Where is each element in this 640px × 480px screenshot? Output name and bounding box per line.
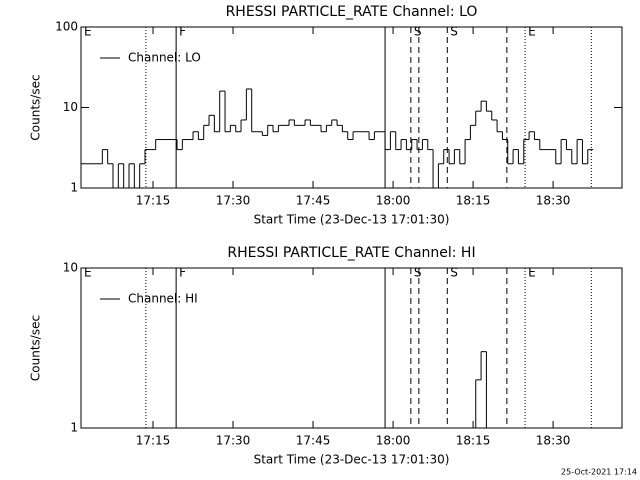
chart-title: RHESSI PARTICLE_RATE Channel: LO — [226, 4, 478, 20]
event-flag: F — [179, 25, 186, 39]
y-tick-label: 1 — [70, 181, 78, 195]
event-flag: E — [84, 266, 92, 280]
x-tick-label: 17:30 — [216, 194, 251, 208]
chart-title: RHESSI PARTICLE_RATE Channel: HI — [227, 245, 475, 261]
event-flag: E — [84, 25, 92, 39]
x-axis-label: Start Time (23-Dec-13 17:01:30) — [254, 453, 450, 467]
x-tick-label: 17:15 — [136, 434, 171, 448]
x-tick-label: 17:45 — [296, 194, 331, 208]
event-flag: S — [414, 266, 422, 280]
event-flag: E — [528, 25, 536, 39]
footer: 25-Oct-2021 17:14 — [561, 468, 637, 477]
y-tick-label: 1 — [70, 421, 78, 435]
x-axis-label: Start Time (23-Dec-13 17:01:30) — [254, 213, 450, 227]
y-tick-label: 100 — [55, 20, 78, 34]
plot-frame — [80, 267, 623, 429]
x-tick-label: 18:00 — [376, 434, 411, 448]
x-tick-label: 18:15 — [456, 434, 491, 448]
y-tick-label: 10 — [63, 261, 78, 275]
legend-label: Channel: LO — [128, 51, 201, 65]
x-tick-label: 17:15 — [136, 194, 171, 208]
x-tick-label: 17:45 — [296, 434, 331, 448]
event-flag: S — [414, 25, 422, 39]
y-tick-label: 10 — [63, 100, 78, 114]
legend-label: Channel: HI — [128, 292, 198, 306]
event-flag: E — [528, 266, 536, 280]
x-tick-label: 18:15 — [456, 194, 491, 208]
event-flag: F — [179, 266, 186, 280]
y-axis-label: Counts/sec — [29, 74, 43, 140]
x-tick-label: 17:30 — [216, 434, 251, 448]
y-axis-label: Counts/sec — [29, 315, 43, 381]
x-tick-label: 18:00 — [376, 194, 411, 208]
event-flag: S — [450, 25, 458, 39]
x-tick-label: 18:30 — [536, 434, 571, 448]
x-tick-label: 18:30 — [536, 194, 571, 208]
event-flag: S — [450, 266, 458, 280]
